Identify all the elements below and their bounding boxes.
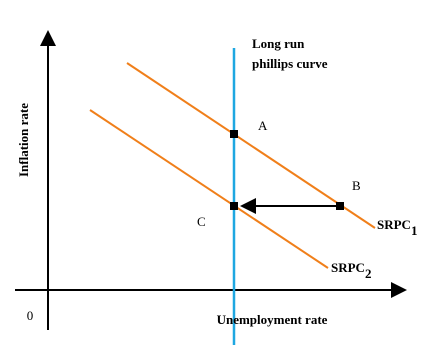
point-label: C: [197, 214, 206, 229]
curve-sub: 2: [365, 266, 372, 281]
point-label: B: [352, 178, 361, 193]
lrpc-label: Long run: [252, 36, 305, 51]
curve-label: SRPC2: [331, 260, 371, 281]
lrpc-label: phillips curve: [252, 56, 328, 71]
curve-label: SRPC1: [377, 217, 417, 238]
curve-name: SRPC: [331, 260, 365, 275]
y-axis-label: Inflation rate: [16, 103, 31, 177]
curve-name: SRPC: [377, 217, 411, 232]
point-label: A: [258, 118, 268, 133]
point-a: [230, 130, 238, 138]
x-axis-label: Unemployment rate: [217, 312, 328, 327]
srpc2-line: [89, 109, 329, 269]
point-b: [336, 202, 344, 210]
point-c: [230, 202, 238, 210]
origin-label: 0: [27, 308, 34, 323]
srpc1-line: [126, 62, 376, 229]
curve-sub: 1: [411, 223, 418, 238]
